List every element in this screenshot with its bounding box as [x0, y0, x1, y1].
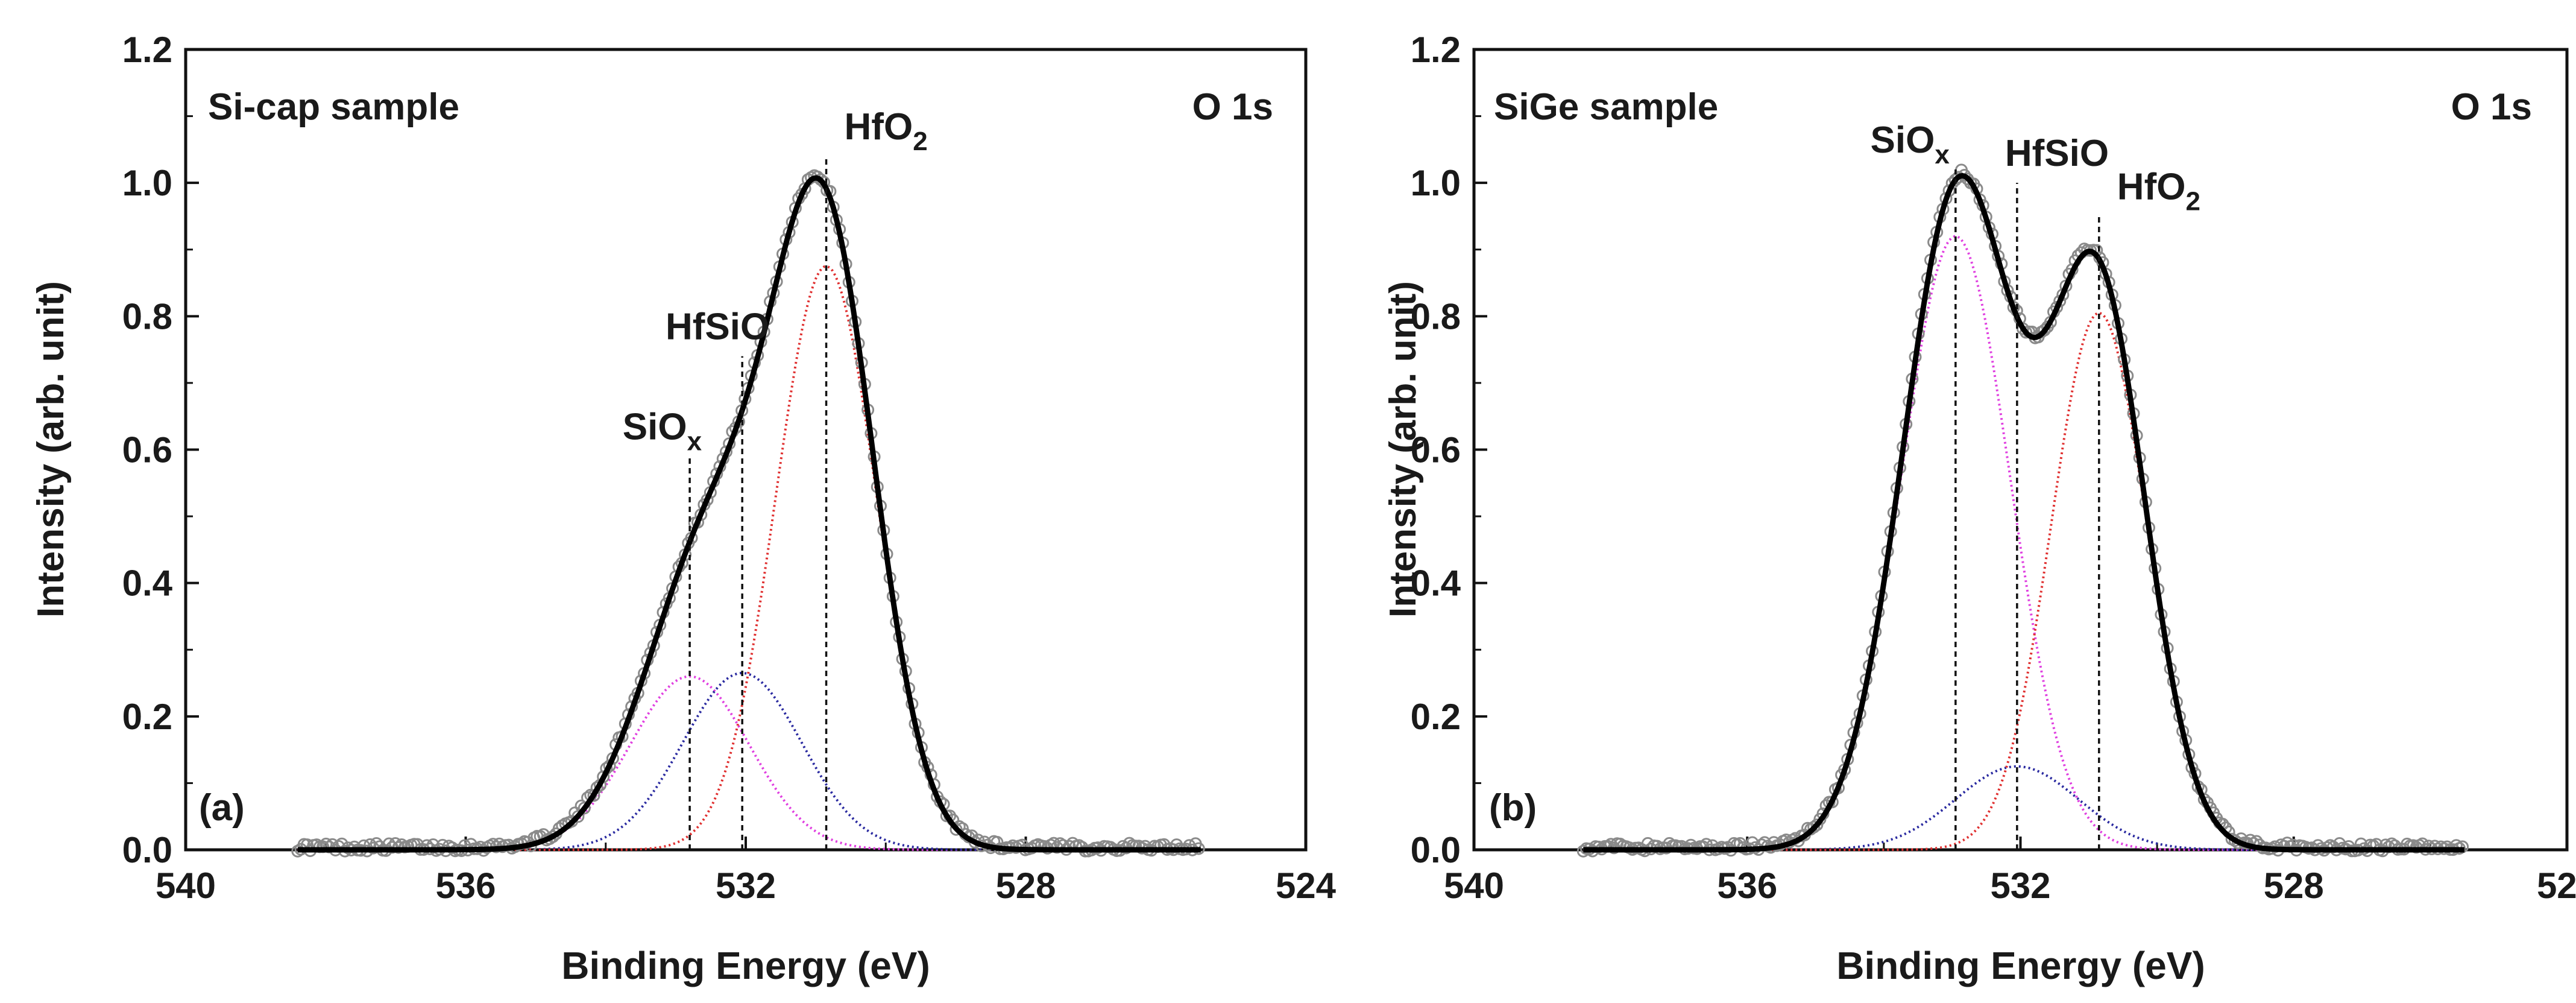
x-tick-label: 536 — [1717, 865, 1777, 906]
y-tick-label: 0.6 — [122, 430, 172, 470]
x-tick-label: 528 — [2264, 865, 2324, 906]
peak-label-HfSiO: HfSiO — [666, 306, 769, 348]
peak-label-subscript: 2 — [2185, 186, 2200, 216]
data-point — [2038, 323, 2051, 337]
peak-label-HfSiO: HfSiO — [2005, 133, 2109, 174]
peak-label-SiOx: SiOx — [1871, 119, 1950, 169]
panel-label: (a) — [199, 787, 245, 829]
x-axis-title: Binding Energy (eV) — [561, 944, 930, 987]
y-tick-label: 0.2 — [122, 697, 172, 737]
fit-envelope — [297, 175, 1201, 853]
peak-label-main: HfO — [2117, 166, 2186, 207]
spectrum-label: O 1s — [1192, 86, 1273, 128]
x-tick-label: 532 — [716, 865, 776, 906]
x-tick-label: 540 — [1444, 865, 1504, 906]
peak-label-HfO2: HfO2 — [845, 106, 928, 156]
peak-label-subscript: x — [687, 427, 702, 457]
x-tick-label: 524 — [1276, 865, 1337, 906]
peak-label-main: SiO — [623, 407, 687, 448]
panel-b: 540 536 532 528 524 0.0 0.2 0.4 0.6 0.8 1.0 1.2 SiOx… — [1382, 30, 2576, 987]
y-tick-label: 0.4 — [1411, 563, 1461, 604]
y-tick-label: 0.0 — [122, 830, 172, 870]
x-tick-label: 540 — [156, 865, 216, 906]
x-tick-label: 536 — [435, 865, 496, 906]
y-tick-label: 1.2 — [122, 30, 172, 70]
component-peak-HfO2 — [297, 265, 1200, 851]
peak-label-subscript: x — [1935, 140, 1950, 169]
y-tick-label: 0.6 — [1411, 430, 1461, 470]
y-tick-label: 1.2 — [1411, 30, 1461, 70]
x-axis-title: Binding Energy (eV) — [1836, 944, 2205, 987]
sample-label: SiGe sample — [1494, 86, 1718, 128]
sample-label: Si-cap sample — [208, 86, 459, 128]
y-tick-label: 0.2 — [1411, 697, 1461, 737]
panel-label: (b) — [1489, 787, 1537, 829]
y-tick-label: 1.0 — [122, 163, 172, 203]
peak-label-main: SiO — [1871, 119, 1935, 161]
peak-label-main: HfSiO — [2005, 133, 2109, 174]
panel-a: 540 536 532 528 524 0.0 0.2 0.4 0.6 0.8 1.0 1.2 SiOx… — [30, 30, 1337, 987]
y-tick-label: 1.0 — [1411, 163, 1461, 203]
peak-label-main: HfSiO — [666, 306, 769, 348]
peak-label-HfO2: HfO2 — [2117, 166, 2200, 216]
y-tick-label: 0.0 — [1411, 830, 1461, 870]
plot-frame — [184, 48, 1308, 852]
y-axis-title: Intensity (arb. unit) — [30, 281, 72, 618]
peak-label-main: HfO — [845, 106, 913, 148]
y-tick-label: 0.8 — [122, 296, 172, 337]
measured-data — [291, 169, 1205, 858]
peak-label-subscript: 2 — [913, 127, 927, 156]
y-tick-label: 0.8 — [1411, 296, 1461, 337]
component-peak-HfSiO — [1583, 765, 2463, 851]
fit-envelope — [1583, 172, 2464, 853]
y-tick-label: 0.4 — [122, 563, 173, 604]
component-peak-HfSiO — [297, 671, 1200, 851]
peak-label-SiOx: SiOx — [623, 407, 702, 457]
component-peak-HfO2 — [1583, 311, 2463, 851]
x-tick-label: 528 — [995, 865, 1056, 906]
x-tick-label: 524 — [2537, 865, 2576, 906]
measured-data — [1576, 163, 2469, 858]
data-point — [1807, 821, 1821, 834]
y-axis-title: Intensity (arb. unit) — [1382, 281, 1424, 618]
x-tick-label: 532 — [1990, 865, 2050, 906]
spectrum-label: O 1s — [2451, 86, 2532, 128]
component-peak-SiOx — [297, 675, 1200, 851]
